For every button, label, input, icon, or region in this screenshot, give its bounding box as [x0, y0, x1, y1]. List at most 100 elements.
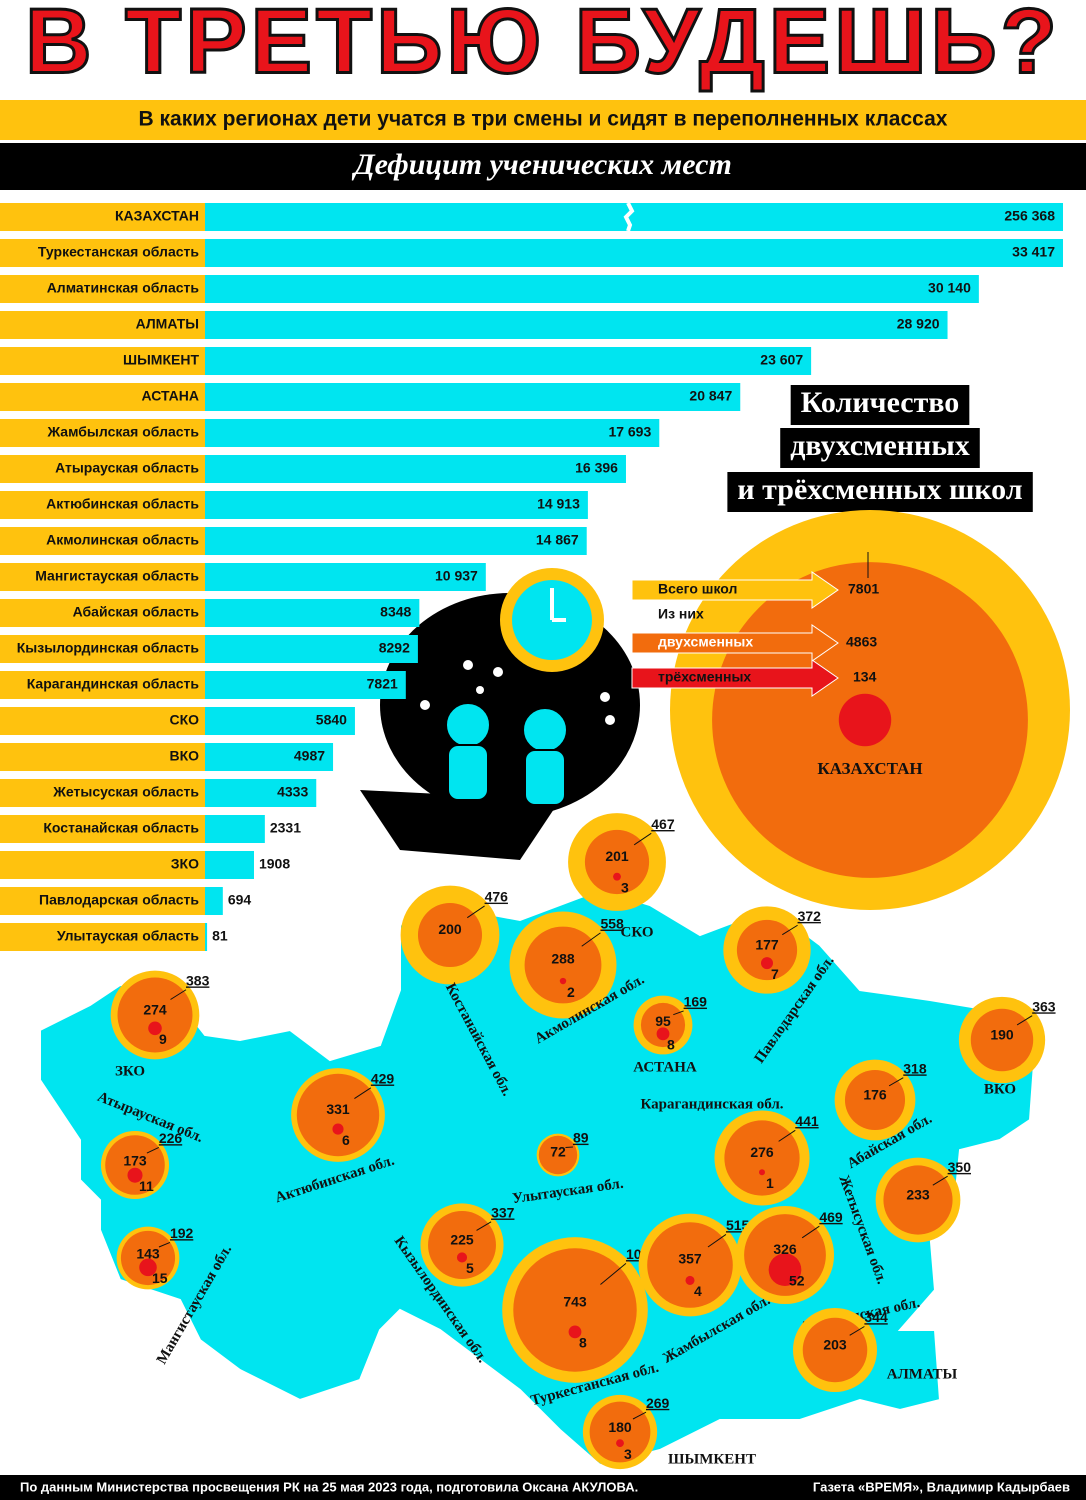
three-shift-circle — [761, 957, 773, 970]
bar — [205, 455, 626, 483]
total-value: 372 — [798, 908, 822, 924]
bar — [205, 743, 334, 771]
leader — [467, 905, 485, 919]
category-label: Павлодарская область — [39, 892, 199, 908]
two-shift-circle — [883, 1165, 953, 1235]
region-name: СКО — [620, 924, 653, 940]
category-band — [0, 779, 205, 807]
leader — [778, 1129, 796, 1142]
total-value: 344 — [864, 1309, 888, 1325]
category-label: Карагандинская область — [27, 676, 200, 692]
three-shift-value: 5 — [466, 1260, 474, 1276]
country-two: 4863 — [846, 634, 877, 650]
bar — [205, 779, 317, 807]
three-shift-circle — [148, 1021, 162, 1036]
bar — [205, 707, 355, 735]
total-value: 318 — [903, 1060, 927, 1076]
value-label: 8348 — [380, 604, 411, 620]
two-shift-value: 190 — [990, 1026, 1014, 1042]
three-shift-value: 11 — [139, 1178, 154, 1194]
legend-label: Всего школ — [658, 581, 737, 597]
category-band — [0, 851, 205, 879]
category-band — [0, 707, 205, 735]
bar — [205, 671, 406, 699]
three-shift-circle — [568, 1325, 582, 1339]
two-shift-circle — [538, 1135, 578, 1175]
three-shift-circle — [127, 1167, 143, 1183]
source: По данным Министерства просвещения РК на… — [20, 1479, 638, 1494]
subtitle: В каких регионах дети учатся в три смены… — [139, 108, 948, 131]
category-band — [0, 311, 205, 339]
value-label: 5840 — [316, 712, 347, 728]
category-label: Актюбинская область — [46, 496, 199, 512]
category-label: Атырауская область — [55, 460, 199, 476]
value-label: 4987 — [294, 748, 325, 764]
value-label: 30 140 — [928, 280, 971, 296]
schools-title: и трёхсменных школ — [737, 473, 1022, 506]
bar — [205, 563, 486, 591]
total-value: 89 — [573, 1130, 589, 1146]
region-name: АСТАНА — [633, 1059, 697, 1075]
three-shift-circle — [613, 872, 621, 881]
total-value: 337 — [491, 1205, 515, 1221]
total-value: 363 — [1032, 998, 1056, 1014]
three-shift-value: 52 — [789, 1272, 805, 1288]
country-three: 134 — [853, 669, 877, 685]
category-label: АЛМАТЫ — [136, 316, 199, 332]
three-shift-circle — [768, 1253, 802, 1287]
leader — [932, 1175, 948, 1186]
category-band — [0, 203, 205, 231]
value-label: 7821 — [367, 676, 398, 692]
category-label: Мангистауская область — [35, 568, 199, 584]
two-shift-value: 173 — [123, 1152, 147, 1168]
two-shift-circle — [724, 1120, 800, 1196]
category-band — [0, 383, 205, 411]
bar — [205, 923, 208, 951]
two-shift-value: 201 — [605, 848, 629, 864]
category-label: Улытауская область — [57, 928, 200, 944]
country-name: КАЗАХСТАН — [817, 759, 922, 778]
three-shift-circle — [559, 977, 567, 985]
children — [445, 702, 568, 806]
value-label: 4333 — [277, 784, 308, 800]
total-value: 350 — [948, 1159, 972, 1175]
leader — [146, 1147, 160, 1154]
total-value: 169 — [684, 994, 708, 1010]
legend-label: двухсменных — [658, 634, 753, 650]
category-label: Акмолинская область — [46, 532, 199, 548]
three-shift-value: 3 — [624, 1446, 632, 1462]
three-shift-circle — [685, 1275, 695, 1285]
value-label: 1908 — [259, 856, 290, 872]
total-value: 467 — [651, 816, 675, 832]
category-band — [0, 815, 205, 843]
leader — [673, 1010, 684, 1016]
chart-title-band — [0, 143, 1086, 190]
legend-arrow — [631, 624, 839, 662]
value-label: 256 368 — [1004, 208, 1055, 224]
two-shift-circle — [513, 1248, 637, 1372]
three-shift-value: 2 — [567, 984, 575, 1000]
leader — [565, 1146, 573, 1149]
category-label: Жетысуская область — [52, 784, 199, 800]
two-shift-value: 203 — [823, 1337, 847, 1353]
value-label: 14 913 — [537, 496, 580, 512]
category-band — [0, 347, 205, 375]
bar — [205, 383, 741, 411]
leader — [581, 932, 601, 947]
credit: Газета «ВРЕМЯ», Владимир Кадырбаев — [813, 1479, 1070, 1494]
two-shift-value: 225 — [450, 1232, 474, 1248]
category-band — [0, 239, 205, 267]
schools-title: двухсменных — [790, 429, 970, 462]
value-label: 81 — [212, 928, 228, 944]
legend-label: трёхсменных — [658, 669, 751, 685]
two-shift-value: 357 — [678, 1251, 702, 1267]
category-band — [0, 599, 205, 627]
category-band — [0, 491, 205, 519]
category-label: ШЫМКЕНТ — [123, 352, 199, 368]
schools-title-box — [790, 385, 970, 425]
three-shift-value: 7 — [771, 966, 779, 982]
bar — [205, 311, 948, 339]
leader — [888, 1077, 904, 1087]
